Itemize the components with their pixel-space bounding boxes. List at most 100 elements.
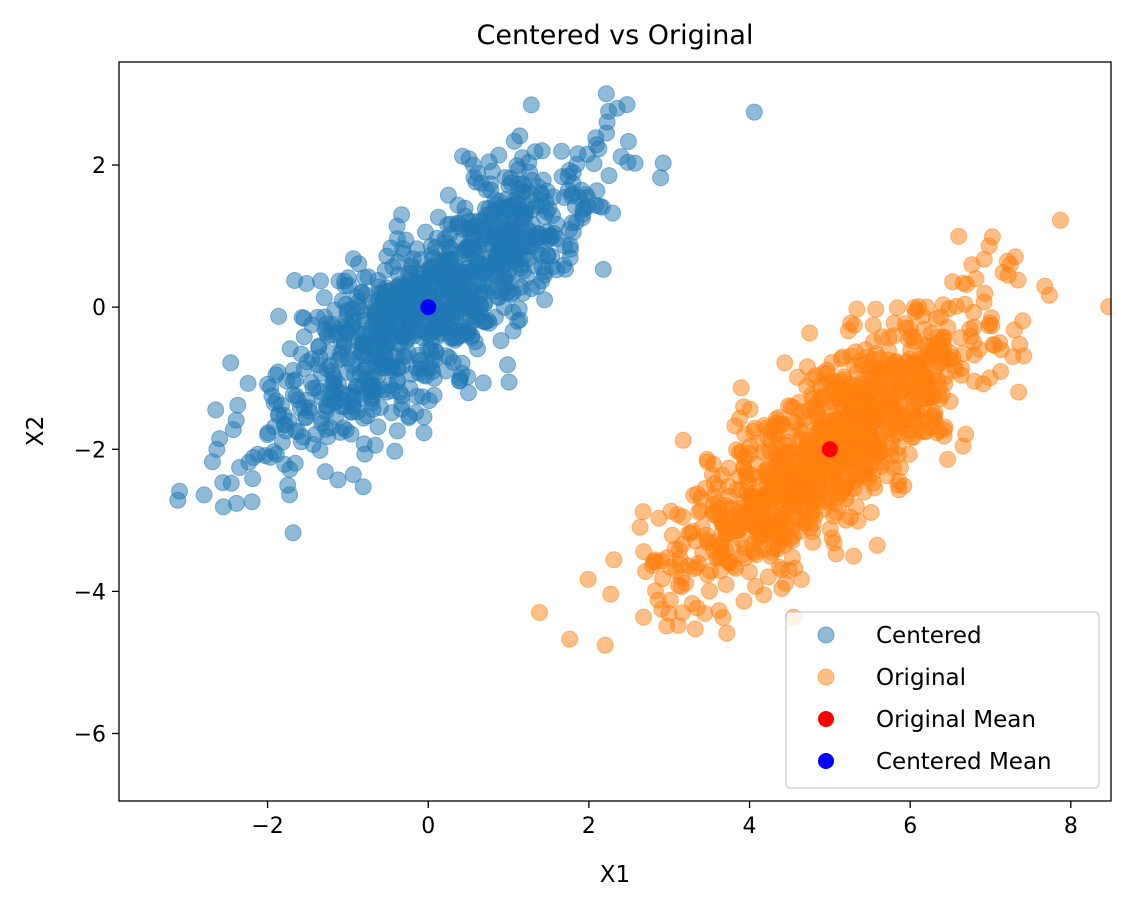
point-centered: [508, 157, 526, 175]
point-centered: [514, 175, 532, 193]
point-centered: [559, 167, 577, 185]
point-centered: [369, 418, 387, 436]
point-centered: [574, 205, 592, 223]
point-centered: [451, 369, 469, 387]
point-centered: [553, 142, 571, 160]
point-centered: [222, 354, 240, 372]
point-original: [936, 418, 954, 436]
point-original: [888, 299, 906, 317]
point-centered: [388, 230, 406, 248]
point-centered: [492, 332, 510, 350]
point-original: [746, 419, 764, 437]
point-centered: [522, 96, 540, 114]
point-centered: [389, 360, 407, 377]
point-centered: [222, 474, 240, 492]
point-centered: [460, 384, 477, 402]
point-centered: [514, 262, 532, 280]
point-centered: [244, 470, 262, 488]
point-centered: [376, 261, 394, 279]
point-centered: [476, 313, 494, 331]
point-centered: [266, 418, 283, 436]
point-centered: [459, 259, 477, 277]
point-original: [862, 432, 880, 450]
point-original: [985, 336, 1003, 354]
point-centered: [365, 369, 383, 387]
point-original: [752, 532, 770, 550]
points-layer: [169, 85, 1111, 654]
point-original: [836, 428, 854, 446]
point-original: [868, 447, 886, 465]
point-centered: [579, 188, 597, 206]
legend-box: [785, 611, 1100, 789]
point-centered: [395, 244, 413, 262]
point-original: [667, 562, 685, 580]
point-centered: [499, 356, 516, 374]
point-centered: [415, 408, 433, 426]
point-centered: [652, 169, 670, 187]
point-original: [954, 274, 972, 292]
point-centered: [323, 363, 341, 381]
legend-label-centered-mean: Centered Mean: [876, 749, 1052, 775]
series-centered: [169, 85, 763, 542]
point-original: [707, 507, 725, 525]
point-original: [762, 543, 780, 561]
point-original: [800, 407, 818, 425]
point-centered: [329, 325, 347, 342]
point-centered: [384, 302, 401, 320]
means-layer: [420, 299, 838, 458]
point-centered: [437, 347, 455, 365]
point-original: [579, 570, 597, 588]
point-original: [864, 316, 882, 334]
point-centered: [514, 284, 532, 302]
point-original: [804, 533, 822, 551]
point-original: [974, 375, 992, 393]
point-original: [900, 445, 918, 463]
point-centered: [224, 421, 242, 439]
point-original: [788, 481, 806, 498]
point-original: [795, 467, 813, 485]
point-original: [825, 534, 843, 552]
point-original: [649, 591, 667, 609]
x-axis-ticks: −2 0 2 4 6 8: [251, 801, 1078, 839]
point-centered: [453, 354, 471, 372]
point-centered: [500, 373, 518, 391]
point-original: [965, 346, 983, 364]
point-original: [605, 551, 623, 569]
point-original: [837, 477, 854, 495]
point-centered: [229, 396, 247, 414]
point-centered: [459, 237, 477, 255]
point-original: [939, 450, 957, 468]
point-original: [922, 324, 940, 342]
point-centered: [353, 335, 371, 353]
point-original: [835, 368, 853, 386]
point-original: [561, 630, 579, 648]
point-original: [686, 620, 704, 638]
point-centered: [329, 471, 347, 489]
point-original: [669, 616, 687, 634]
point-original: [698, 450, 716, 468]
point-centered: [587, 136, 605, 154]
point-original: [650, 509, 668, 527]
point-centered: [505, 192, 523, 210]
point-original: [709, 478, 727, 496]
point-original: [732, 379, 750, 397]
point-centered: [428, 229, 446, 247]
point-centered: [349, 297, 367, 315]
point-centered: [745, 103, 763, 121]
point-centered: [422, 353, 440, 371]
point-centered: [540, 227, 558, 245]
point-original: [983, 317, 1001, 335]
point-centered: [265, 443, 283, 461]
point-centered: [568, 155, 586, 173]
point-original: [956, 295, 974, 313]
point-centered: [373, 323, 391, 341]
point-centered: [489, 205, 507, 223]
point-original: [807, 439, 825, 456]
point-centered: [654, 154, 672, 172]
x-tick-label: 2: [582, 814, 596, 839]
point-centered: [386, 442, 404, 460]
y-tick-label: −2: [74, 438, 106, 463]
point-original: [939, 319, 957, 336]
point-original: [975, 250, 993, 268]
point-centered: [262, 378, 280, 396]
